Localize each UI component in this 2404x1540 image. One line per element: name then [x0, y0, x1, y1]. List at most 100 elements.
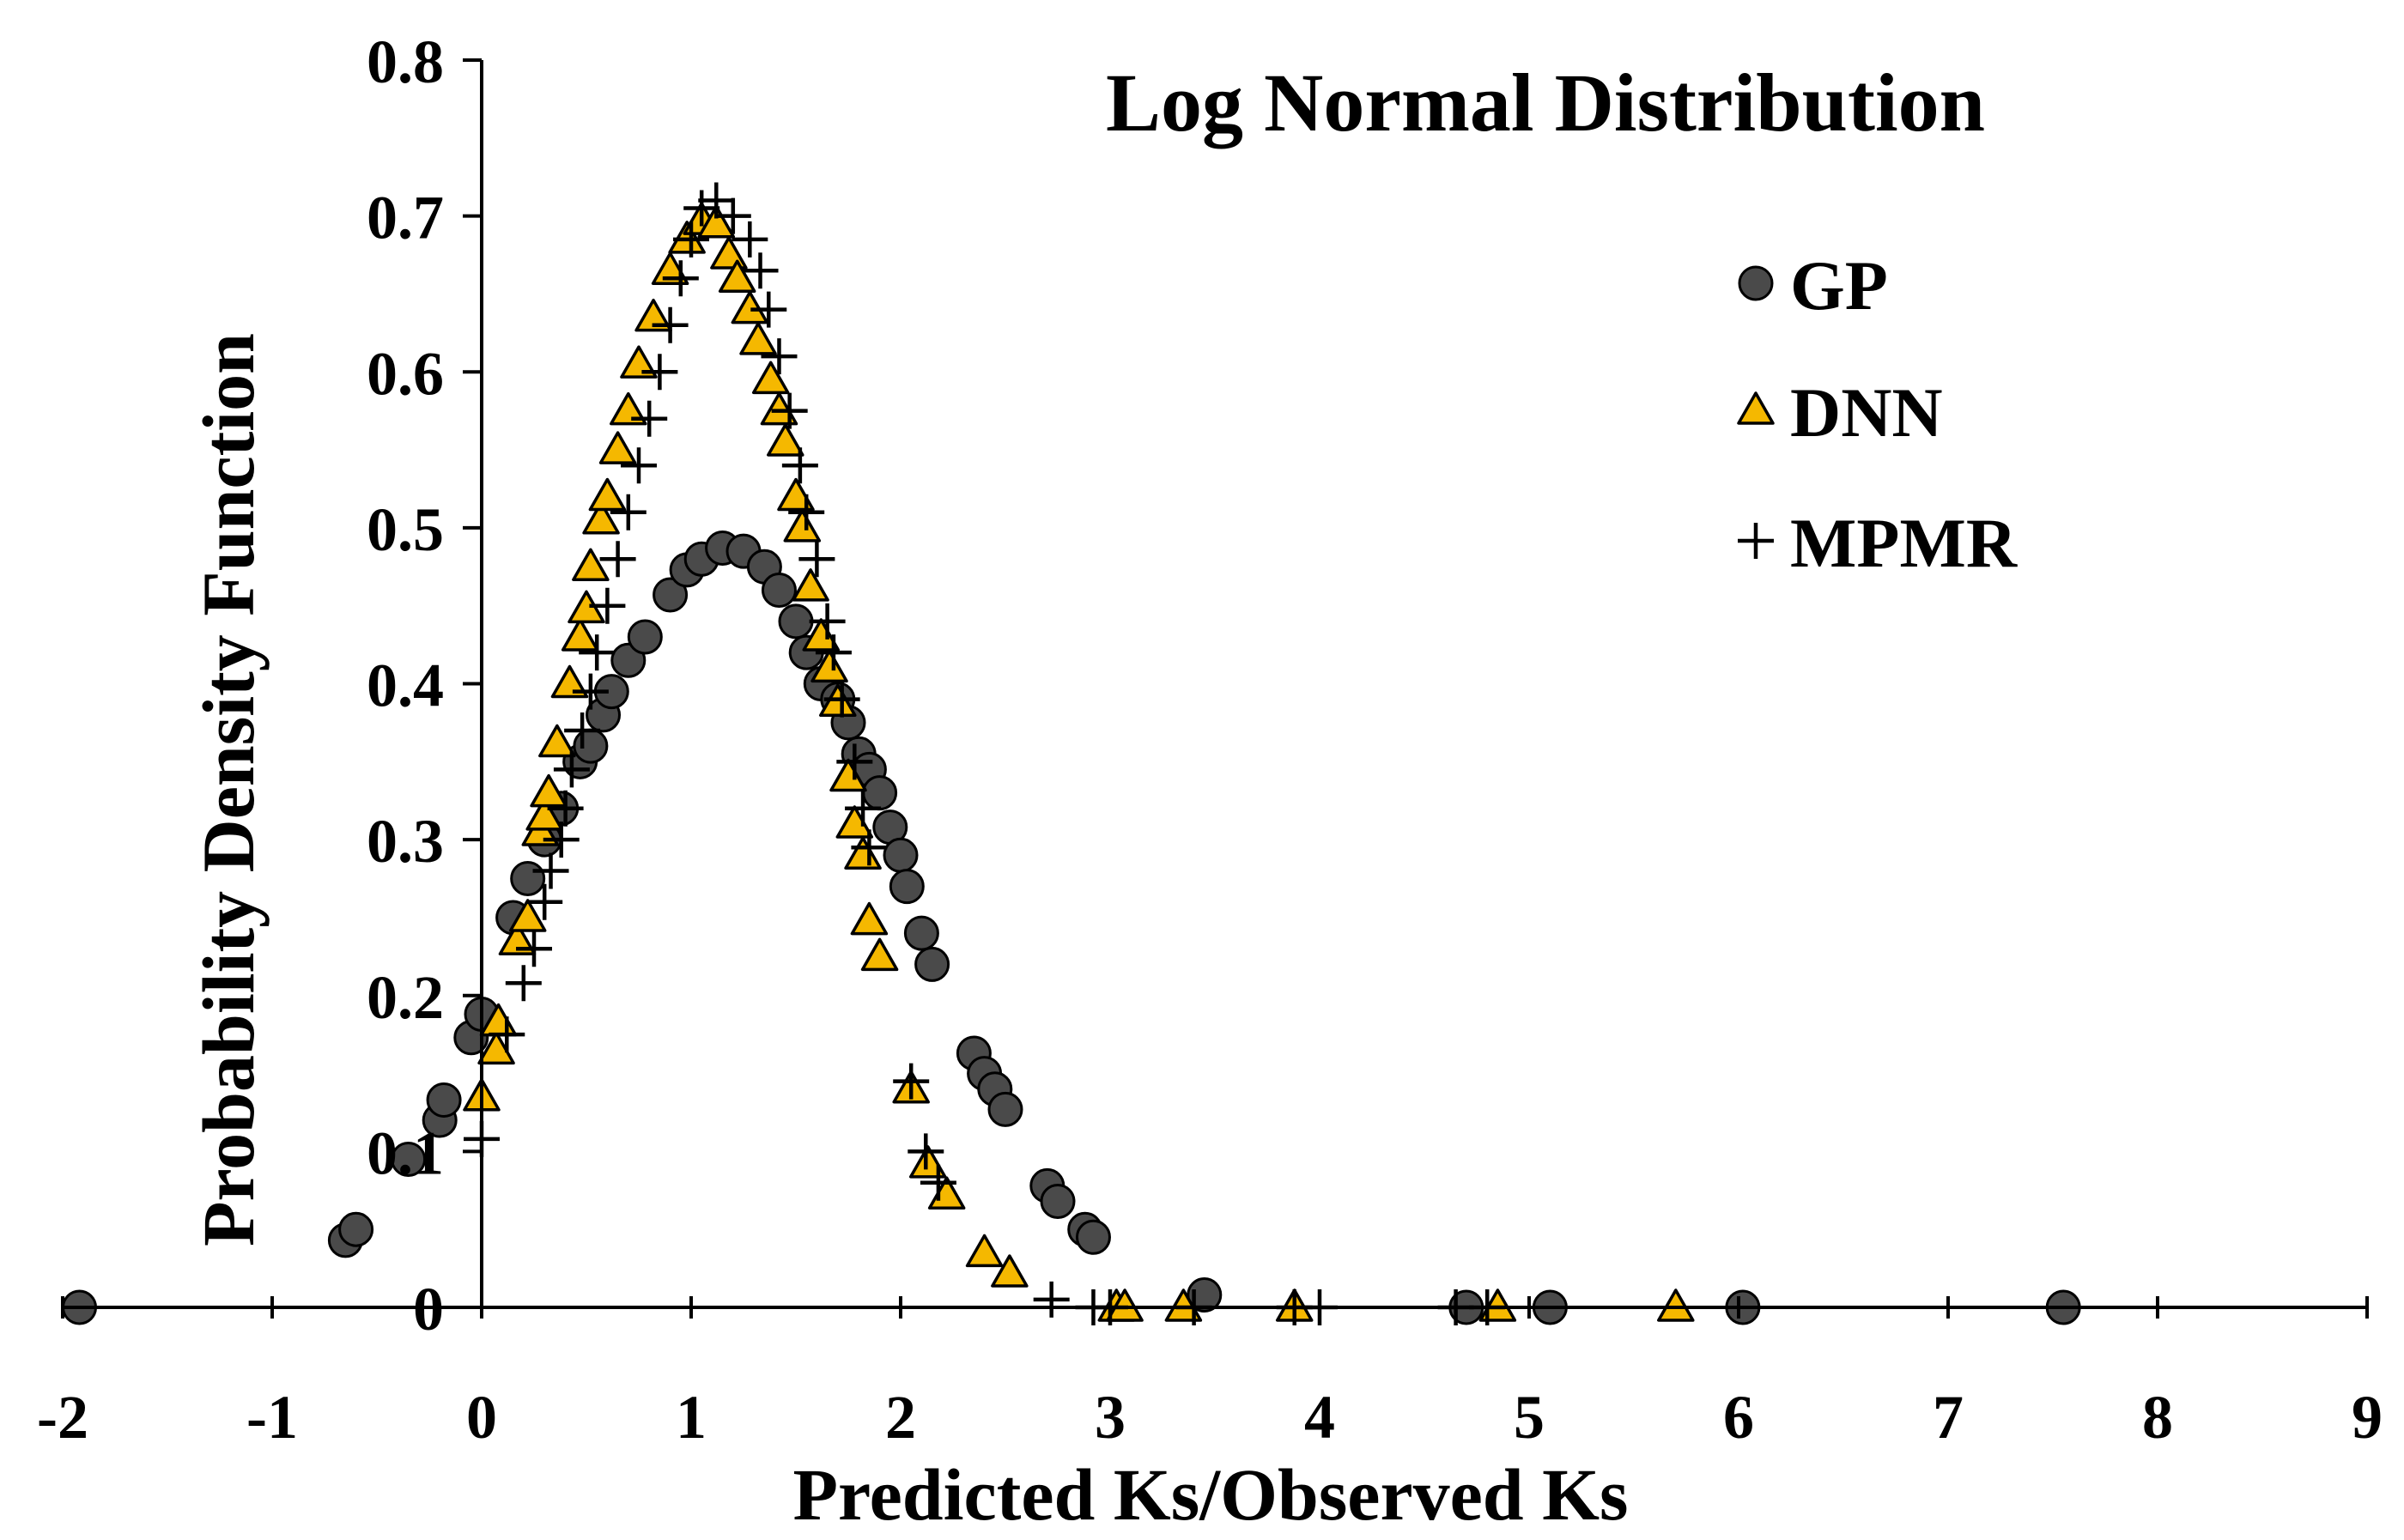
- dnn-point: [751, 361, 790, 395]
- legend-marker-gp: [1738, 265, 1774, 301]
- mpmr-point: [798, 541, 835, 578]
- mpmr-point: [547, 790, 584, 827]
- gp-point: [510, 861, 546, 897]
- dnn-point: [1106, 1288, 1144, 1322]
- dnn-point: [1657, 1288, 1695, 1322]
- mpmr-point: [564, 712, 601, 749]
- gp-point: [653, 577, 689, 613]
- dnn-point: [802, 618, 841, 652]
- x-tick-label: -1: [246, 1383, 298, 1452]
- dnn-point: [718, 259, 756, 294]
- dnn-point: [850, 901, 889, 936]
- mpmr-point: [489, 1016, 525, 1053]
- mpmr-point: [836, 743, 873, 780]
- dnn-point: [767, 423, 804, 457]
- gp-point: [1187, 1276, 1223, 1313]
- gp-point: [573, 728, 609, 764]
- mpmr-point: [771, 392, 808, 429]
- mpmr-point: [823, 681, 860, 718]
- gp-point: [889, 869, 925, 905]
- x-tick-label: 6: [1723, 1383, 1754, 1452]
- x-axis-title: Predicted Ks/Observed Ks: [792, 1453, 1628, 1536]
- data-layer: [62, 182, 2081, 1325]
- y-tick-label: 0.4: [367, 652, 444, 720]
- y-tick-label: 0.3: [367, 807, 444, 876]
- y-tick-label: 0.6: [367, 339, 444, 408]
- mpmr-point: [809, 603, 846, 640]
- dnn-point: [710, 236, 748, 270]
- dnn-point: [810, 649, 848, 683]
- mpmr-point: [516, 931, 552, 967]
- legend-item-gp: GP: [1738, 246, 1888, 324]
- gp-point: [391, 1141, 427, 1177]
- dnn-point: [668, 221, 706, 254]
- mpmr-point: [662, 260, 699, 297]
- y-tick-label: 0.2: [367, 963, 444, 1032]
- gp-point: [627, 619, 663, 655]
- mpmr-point: [750, 291, 787, 328]
- mpmr-point: [505, 965, 542, 1002]
- x-tick-label: 0: [466, 1383, 497, 1452]
- mpmr-point: [761, 338, 798, 375]
- mpmr-point: [579, 634, 616, 671]
- mpmr-point: [553, 751, 590, 788]
- legend-label-mpmr: MPMR: [1790, 504, 2018, 582]
- dnn-point: [844, 836, 882, 870]
- mpmr-point: [851, 829, 888, 866]
- x-tick-label: 5: [1514, 1383, 1545, 1452]
- gp-point: [338, 1211, 374, 1247]
- mpmr-point: [621, 447, 657, 484]
- axes-layer: -2 -1 0 1 2 3 4 5 6 7 8 9 0 0.1 0.2 0.3 0.4 0.5 0.6 0.7 0.8: [37, 27, 2383, 1452]
- y-tick-label: 0: [413, 1275, 444, 1343]
- legend-item-dnn: DNN: [1737, 373, 1943, 452]
- x-tick-label: 7: [1933, 1383, 1964, 1452]
- dnn-point: [525, 797, 563, 831]
- dnn-point: [610, 391, 647, 426]
- legend-marker-dnn: [1737, 391, 1775, 425]
- legend-marker-mpmr: [1738, 523, 1774, 559]
- dnn-point: [582, 501, 620, 535]
- mpmr-point: [610, 494, 647, 531]
- mpmr-point: [673, 221, 709, 258]
- mpmr-point: [526, 883, 563, 920]
- y-tick-label: 0.5: [367, 495, 444, 564]
- mpmr-point: [714, 197, 751, 234]
- mpmr-point: [845, 790, 882, 827]
- gp-point: [883, 837, 919, 873]
- series-gp: [62, 530, 2081, 1325]
- mpmr-point: [599, 541, 636, 578]
- gp-point: [914, 946, 950, 982]
- gp-point: [1040, 1183, 1076, 1219]
- mpmr-point: [631, 400, 668, 437]
- mpmr-point: [572, 673, 609, 710]
- y-tick-label: 0.1: [367, 1119, 444, 1187]
- dnn-point: [829, 758, 867, 792]
- gp-point: [903, 915, 939, 951]
- mpmr-point: [543, 822, 580, 858]
- dnn-point: [739, 322, 777, 355]
- mpmr-point: [683, 190, 720, 227]
- gp-point: [426, 1082, 462, 1118]
- gp-point: [987, 1091, 1023, 1127]
- dnn-point: [508, 899, 547, 932]
- dnn-point: [598, 431, 637, 464]
- mpmr-point: [589, 587, 626, 624]
- dnn-point: [572, 548, 610, 582]
- dnn-point: [835, 805, 874, 839]
- dnn-point: [620, 345, 658, 379]
- mpmr-point: [920, 1164, 956, 1201]
- mpmr-point: [893, 1063, 930, 1100]
- y-axis-title: Probability Density Function: [187, 333, 270, 1246]
- dnn-point: [783, 509, 822, 543]
- gp-point: [761, 573, 797, 609]
- mpmr-point: [815, 634, 852, 671]
- dnn-point: [498, 922, 537, 955]
- dnn-point: [860, 937, 899, 972]
- dnn-point: [561, 618, 599, 652]
- mpmr-point: [788, 494, 825, 531]
- series-dnn: [463, 202, 1695, 1322]
- mpmr-point: [698, 182, 735, 219]
- dnn-point: [538, 724, 576, 758]
- mpmr-point: [732, 221, 768, 258]
